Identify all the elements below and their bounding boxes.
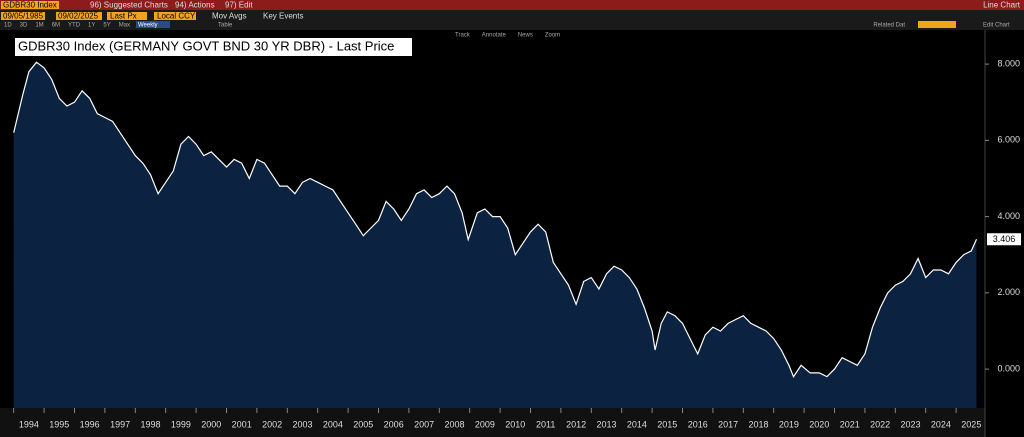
x-tick-label: 2004 bbox=[323, 419, 343, 429]
area bbox=[13, 62, 977, 408]
currency[interactable]: Local CCY bbox=[157, 12, 196, 21]
x-tick-label: 2009 bbox=[475, 419, 495, 429]
input[interactable] bbox=[107, 12, 147, 20]
chart-tool[interactable]: News bbox=[518, 33, 533, 39]
x-tick-label: 2020 bbox=[809, 419, 829, 429]
range-button[interactable]: 1M bbox=[35, 23, 43, 29]
x-tick-label: 2000 bbox=[201, 419, 221, 429]
x-tick-label: 2003 bbox=[292, 419, 312, 429]
x-tick-label: 2008 bbox=[444, 419, 464, 429]
x-tick-label: 2021 bbox=[840, 419, 860, 429]
toolbar bbox=[0, 10, 1024, 30]
view-name: Line Chart bbox=[983, 1, 1021, 10]
security-box[interactable] bbox=[1, 1, 59, 9]
x-tick-label: 2014 bbox=[627, 419, 647, 429]
edit-chart[interactable]: Edit Chart bbox=[983, 23, 1010, 29]
y-tick-label: 6.000 bbox=[997, 135, 1020, 145]
x-tick-label: 2001 bbox=[232, 419, 252, 429]
y-tick-label: 8.000 bbox=[997, 58, 1020, 68]
x-tick-label: 2022 bbox=[870, 419, 890, 429]
range-button[interactable]: 3D bbox=[20, 23, 28, 29]
x-tick-label: 2015 bbox=[657, 419, 677, 429]
x-tick-label: 2002 bbox=[262, 419, 282, 429]
menu-item[interactable]: 96) Suggested Charts bbox=[90, 1, 168, 10]
menu-item[interactable]: 97) Edit bbox=[225, 1, 253, 10]
x-tick-label: 1998 bbox=[140, 419, 160, 429]
x-tick-label: 2006 bbox=[384, 419, 404, 429]
x-tick-label: 2012 bbox=[566, 419, 586, 429]
input[interactable] bbox=[1, 12, 45, 20]
x-tick-label: 2025 bbox=[961, 419, 981, 429]
related[interactable]: Related Dat bbox=[873, 23, 905, 29]
security[interactable]: GDBR30 Index bbox=[3, 1, 57, 10]
y-tick-label: 2.000 bbox=[997, 287, 1020, 297]
start-date[interactable]: 09/05/1985 bbox=[3, 12, 44, 21]
x-tick-label: 1996 bbox=[80, 419, 100, 429]
x-tick-label: 2005 bbox=[353, 419, 373, 429]
header-bar bbox=[0, 0, 1024, 10]
input[interactable] bbox=[56, 12, 102, 20]
range-button[interactable]: YTD bbox=[68, 23, 81, 29]
input[interactable] bbox=[154, 12, 196, 20]
range-button[interactable]: 5Y bbox=[103, 23, 110, 29]
last-value-tag bbox=[987, 233, 1021, 246]
last-value: 3.406 bbox=[993, 234, 1016, 244]
x-tick-label: 1997 bbox=[110, 419, 130, 429]
y-tick-label: 4.000 bbox=[997, 211, 1020, 221]
frequency[interactable]: Weekly bbox=[138, 23, 158, 29]
option[interactable]: Key Events bbox=[263, 12, 303, 21]
x-tick-label: 2023 bbox=[901, 419, 921, 429]
x-tick-label: 2011 bbox=[536, 419, 555, 429]
frequency-box[interactable] bbox=[136, 21, 170, 28]
x-tick-label: 2013 bbox=[596, 419, 616, 429]
end-date[interactable]: 09/02/2025 bbox=[58, 12, 99, 21]
line bbox=[13, 61, 978, 378]
range-button[interactable]: 1D bbox=[4, 23, 12, 29]
menu-item[interactable]: 94) Actions bbox=[175, 1, 215, 10]
range-button[interactable]: Max bbox=[119, 23, 130, 29]
table-toggle[interactable]: Table bbox=[218, 23, 233, 29]
x-tick-label: 2017 bbox=[718, 419, 738, 429]
x-tick-label: 1999 bbox=[171, 419, 191, 429]
x-tick-label: 2016 bbox=[688, 419, 708, 429]
x-tick-label: 2019 bbox=[779, 419, 799, 429]
x-axis-band bbox=[0, 408, 985, 437]
chart-tool[interactable]: Track bbox=[455, 33, 471, 39]
option[interactable]: Mov Avgs bbox=[212, 12, 247, 21]
y-tick-label: 0.000 bbox=[997, 363, 1020, 373]
x-tick-label: 2010 bbox=[505, 419, 525, 429]
x-tick-label: 1994 bbox=[19, 419, 39, 429]
range-button[interactable]: 6M bbox=[52, 23, 60, 29]
x-tick-label: 1995 bbox=[49, 419, 69, 429]
range-button[interactable]: 1Y bbox=[88, 23, 95, 29]
related-input[interactable] bbox=[918, 21, 956, 28]
field[interactable]: Last Px bbox=[110, 12, 137, 21]
chart-title: GDBR30 Index (GERMANY GOVT BND 30 YR DBR… bbox=[18, 38, 394, 53]
title-box bbox=[15, 38, 412, 56]
x-tick-label: 2024 bbox=[931, 419, 951, 429]
chart-tool[interactable]: Zoom bbox=[545, 33, 560, 39]
chart-tool[interactable]: Annotate bbox=[482, 33, 507, 39]
x-tick-label: 2018 bbox=[748, 419, 768, 429]
x-tick-label: 2007 bbox=[414, 419, 434, 429]
